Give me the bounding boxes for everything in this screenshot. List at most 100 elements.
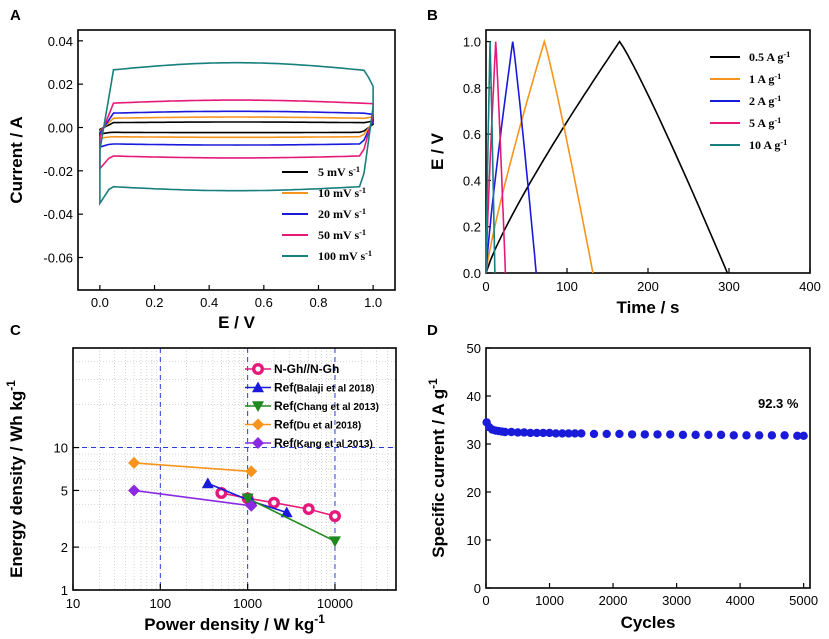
x-tick-label: 1.0 [364, 295, 382, 310]
data-point [653, 430, 662, 439]
y-tick-label: 1.0 [463, 35, 481, 50]
x-axis-title: Power density / W kg-1 [144, 612, 325, 634]
y-tick-label: 0.0 [463, 266, 481, 281]
y-tick-label: 0 [474, 581, 481, 596]
data-point [545, 428, 554, 438]
panel-c-ragone-chart: C 10 100 1000 10000 1 2 5 10 Power density / W kg… [4, 322, 397, 634]
y-tick-label: 0.04 [48, 34, 73, 49]
y-axis-title: E / V [428, 132, 447, 170]
legend-label: 50 mV s-1 [318, 228, 366, 243]
y-tick-label: -0.06 [43, 251, 73, 266]
series-line-5 [133, 489, 252, 507]
cv-curve-3 [99, 110, 374, 149]
data-point-center [271, 500, 277, 506]
data-point [519, 428, 529, 437]
legend-label: 2 A g-1 [749, 94, 781, 109]
gcd-curve-1 [485, 40, 729, 274]
x-axis-title: Cycles [621, 613, 676, 632]
y-tick-label: -0.02 [43, 164, 73, 179]
x-tick-label: 10000 [317, 596, 353, 611]
legend-label: Ref(Balaji et al 2018) [274, 381, 375, 395]
data-point-center [255, 366, 261, 372]
data-point [793, 431, 802, 441]
data-point [570, 429, 580, 438]
legend-label: Ref(Du et al 2018) [274, 418, 361, 432]
x-tick-label: 300 [718, 279, 740, 294]
y-tick-label: 20 [467, 485, 481, 500]
x-tick-label: 100 [149, 596, 171, 611]
legend-label: 1 A g-1 [749, 72, 781, 87]
data-point [507, 427, 516, 437]
x-tick-label: 0.4 [200, 295, 218, 310]
x-tick-label: 0.2 [145, 295, 163, 310]
data-point [245, 465, 258, 478]
data-point [589, 429, 599, 439]
y-tick-label: 2 [61, 540, 68, 555]
series-line-4 [133, 462, 252, 473]
legend-label: 5 mV s-1 [318, 165, 360, 180]
data-point-center [332, 513, 338, 519]
data-point [704, 430, 713, 440]
plot-frame [72, 347, 397, 591]
data-point [128, 456, 141, 469]
x-tick-label: 1000 [233, 596, 262, 611]
data-point [280, 506, 293, 518]
gcd-curve-3 [485, 41, 537, 274]
data-point [551, 429, 561, 438]
panel-letter: B [427, 7, 438, 24]
data-point [252, 437, 264, 449]
data-point [532, 428, 542, 438]
legend-label: Ref(Chang et al 2013) [274, 399, 379, 413]
panel-letter: C [10, 322, 21, 339]
data-point [241, 493, 254, 505]
gcd-curve-4 [485, 41, 507, 274]
panel-letter: D [427, 322, 438, 339]
data-point [526, 428, 535, 438]
data-point [627, 430, 637, 439]
x-tick-label: 2000 [599, 593, 628, 608]
y-tick-label: 50 [467, 341, 481, 356]
data-point [513, 428, 522, 437]
y-axis-title: Current / A [7, 116, 26, 203]
data-point [558, 429, 567, 438]
plot-frame [485, 347, 811, 589]
x-tick-label: 0.8 [309, 295, 327, 310]
data-point [716, 430, 726, 440]
x-tick-label: 5000 [789, 593, 818, 608]
data-point [678, 430, 688, 440]
legend-label: 20 mV s-1 [318, 207, 366, 222]
y-tick-label: 0.6 [463, 127, 481, 142]
legend-label: Ref(Kang et al 2013) [274, 436, 373, 450]
series-line-3 [247, 497, 336, 542]
panel-a-cv-chart: A 0.0 0.2 0.4 0.6 0.8 1.0 -0.06 -0.04 -0.02 0.00 0.… [7, 7, 396, 332]
y-tick-label: -0.04 [43, 207, 73, 222]
y-tick-label: 0.02 [48, 77, 73, 92]
data-point [252, 401, 264, 412]
x-tick-label: 4000 [726, 593, 755, 608]
data-point [729, 431, 738, 440]
x-tick-label: 0 [482, 593, 489, 608]
data-point [577, 429, 586, 438]
plot-frame [77, 29, 396, 291]
data-point [754, 431, 764, 440]
y-tick-label: 0.2 [463, 220, 481, 235]
retention-annotation: 92.3 % [758, 396, 799, 411]
y-tick-label: 0.4 [463, 173, 481, 188]
data-point [615, 429, 624, 439]
data-point [564, 429, 573, 438]
x-tick-label: 0 [482, 279, 489, 294]
data-point [500, 427, 510, 437]
data-point [602, 429, 611, 439]
cv-curve-4 [99, 99, 374, 171]
data-point [252, 418, 264, 431]
legend-label: 10 A g-1 [749, 138, 787, 153]
x-tick-label: 10 [66, 596, 80, 611]
x-tick-label: 3000 [662, 593, 691, 608]
x-axis-title: E / V [218, 313, 256, 332]
data-point [538, 428, 548, 438]
x-tick-label: 100 [556, 279, 578, 294]
x-tick-label: 1000 [535, 593, 564, 608]
x-tick-label: 400 [799, 279, 821, 294]
legend-label: N-Gh//N-Gh [274, 362, 339, 376]
